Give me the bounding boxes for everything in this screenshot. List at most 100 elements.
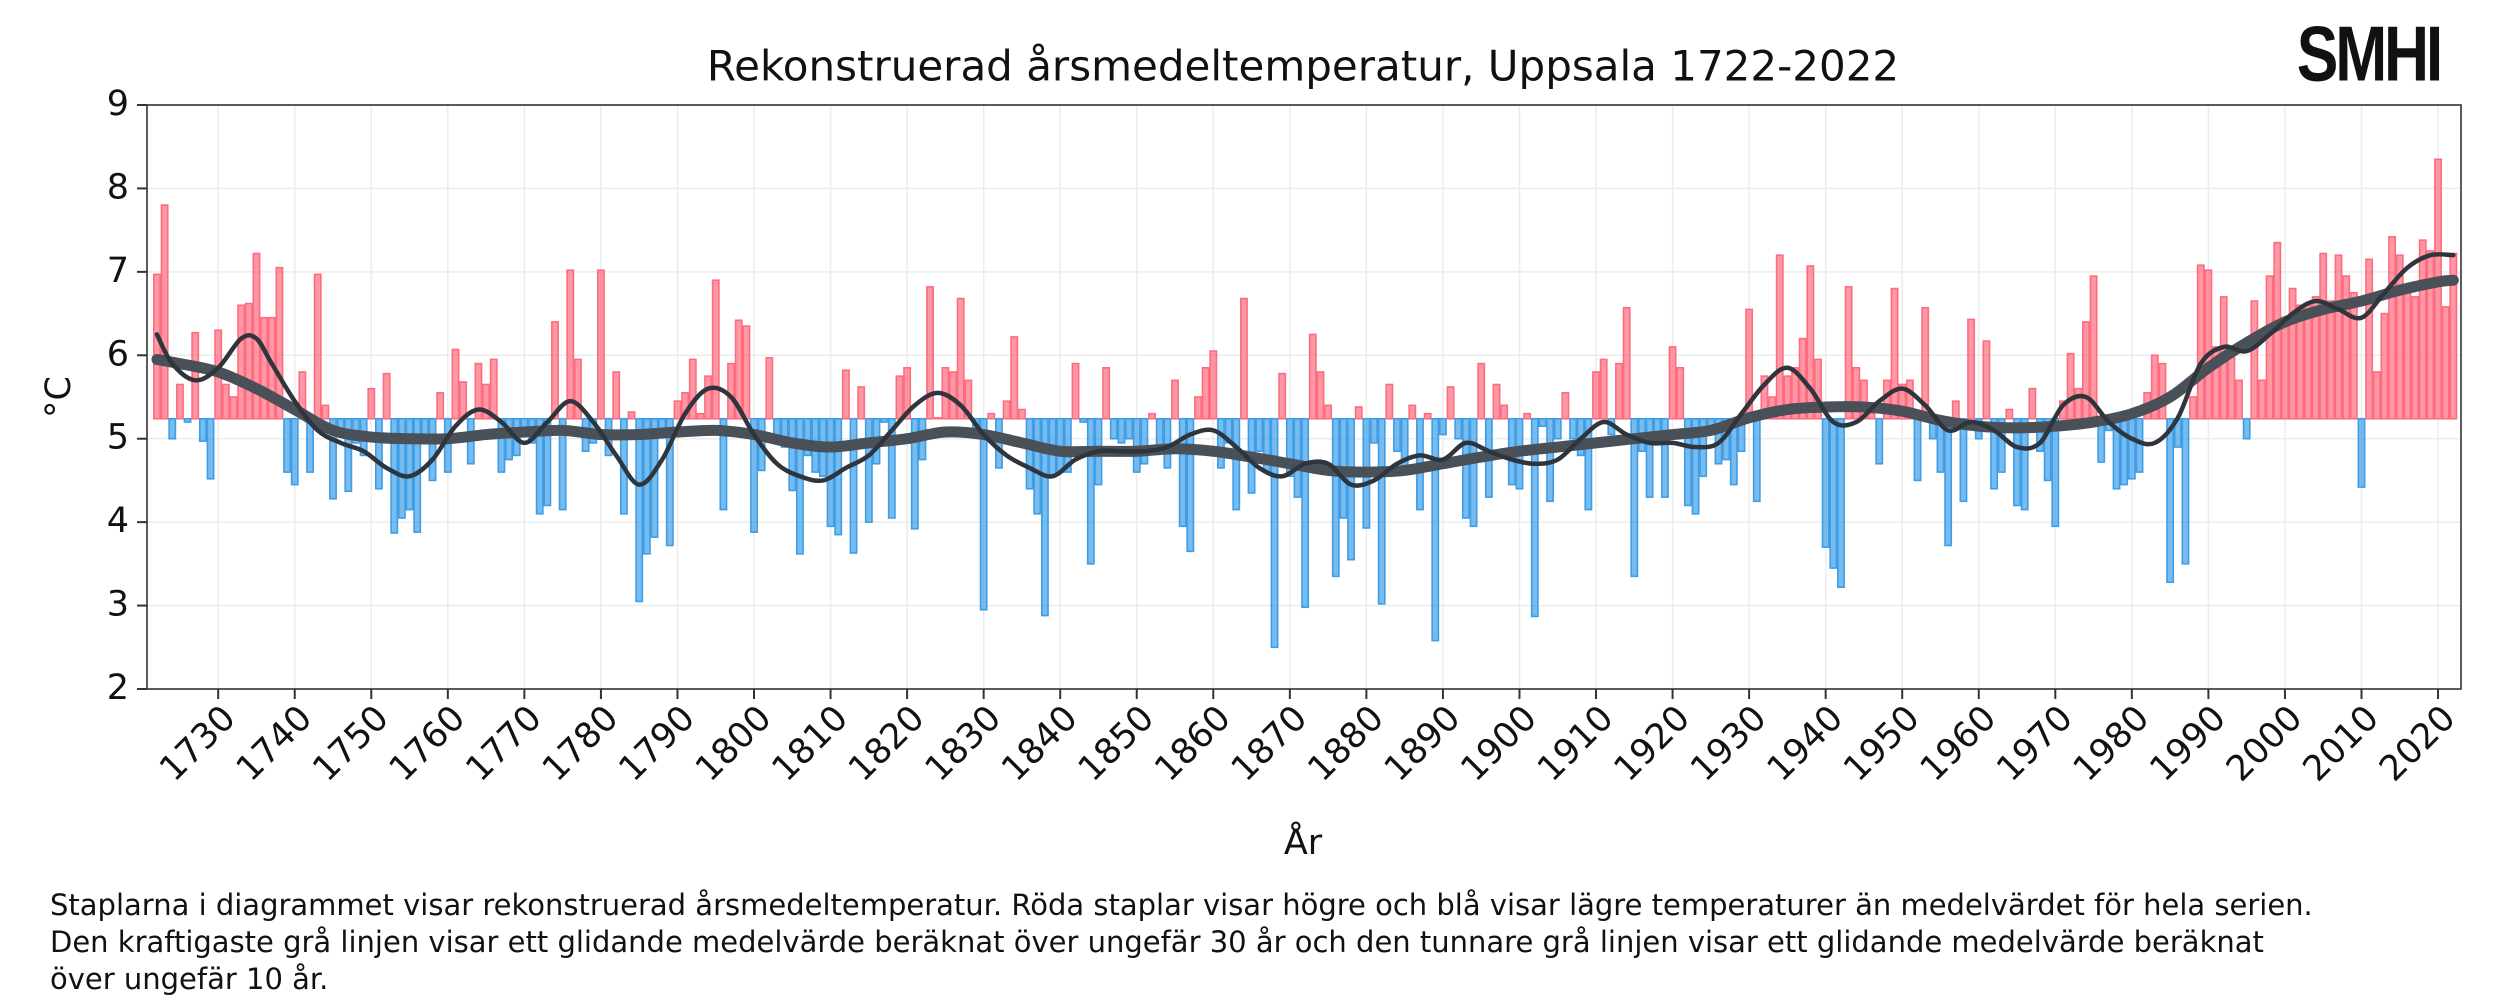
bar — [1622, 306, 1631, 420]
bar — [1660, 417, 1669, 498]
bar — [1017, 408, 1026, 420]
bar — [612, 371, 621, 420]
bar — [1538, 417, 1547, 428]
bar — [2212, 346, 2220, 420]
bar — [1331, 417, 1340, 578]
bar — [1324, 404, 1333, 420]
bar — [1837, 417, 1845, 589]
bar — [2120, 417, 2129, 486]
bar — [2043, 417, 2052, 482]
x-tick-label: 2010 — [2296, 698, 2387, 789]
bar — [1752, 417, 1761, 503]
bar — [987, 412, 996, 420]
bar — [750, 417, 758, 533]
x-tick-label: 1980 — [2066, 698, 2157, 789]
y-tick-label: 3 — [107, 585, 129, 625]
x-tick-label: 1900 — [1454, 698, 1545, 789]
bar — [2181, 417, 2190, 565]
bar — [1377, 417, 1386, 605]
x-tick-label: 1750 — [305, 698, 396, 789]
bar — [1393, 417, 1401, 453]
bar — [1278, 372, 1287, 420]
bar — [1599, 358, 1608, 420]
y-tick-label: 4 — [107, 501, 129, 541]
x-tick-label: 1740 — [229, 698, 320, 789]
bar — [2349, 291, 2358, 420]
bar — [642, 417, 651, 555]
x-tick-label: 1960 — [1913, 698, 2004, 789]
bar — [765, 356, 774, 420]
bar — [321, 404, 330, 420]
bar — [857, 386, 866, 420]
bar — [497, 417, 506, 473]
bar — [1002, 400, 1011, 420]
bar — [1523, 412, 1532, 420]
bar — [2319, 252, 2328, 420]
bar — [1025, 417, 1034, 490]
bar — [956, 297, 965, 420]
bar — [2081, 321, 2090, 420]
moving-average-line — [151, 274, 2459, 478]
bar — [1944, 417, 1953, 547]
bar — [1890, 287, 1899, 420]
bar — [1630, 417, 1639, 578]
bar — [543, 417, 552, 507]
bar — [1040, 417, 1049, 617]
bar — [1255, 417, 1264, 453]
bar — [2005, 408, 2014, 420]
y-tick-label: 5 — [107, 418, 129, 458]
bar — [428, 417, 437, 482]
bar — [1293, 417, 1302, 498]
bar — [1477, 362, 1486, 420]
bar — [1829, 417, 1838, 569]
bar — [1209, 350, 1218, 420]
bar — [1194, 396, 1202, 420]
logo: SMHI — [2297, 10, 2440, 97]
bar — [1806, 265, 1815, 420]
bar — [596, 269, 605, 420]
bar — [275, 266, 284, 420]
bar — [1423, 412, 1432, 420]
bar — [443, 417, 452, 473]
bar — [1308, 333, 1317, 420]
x-tick-label: 1730 — [152, 698, 243, 789]
bar — [849, 417, 858, 554]
bar — [1071, 362, 1080, 420]
bar — [229, 396, 238, 420]
bar — [2403, 287, 2412, 420]
bar — [1615, 362, 1623, 420]
bar — [2204, 269, 2213, 420]
bar — [1408, 404, 1417, 420]
bar — [175, 383, 184, 420]
x-tick-label: 1760 — [382, 698, 473, 789]
bar — [2265, 275, 2274, 420]
bar — [1561, 392, 1570, 420]
bar — [2242, 417, 2251, 440]
bar — [635, 417, 644, 603]
bar — [2395, 254, 2404, 420]
bar — [183, 417, 192, 423]
bar — [290, 417, 299, 486]
bar — [1492, 383, 1501, 420]
bar — [367, 387, 376, 420]
bar — [2051, 417, 2060, 528]
bar — [2028, 387, 2037, 420]
y-tick-label: 7 — [107, 251, 129, 291]
x-axis-label: År — [1284, 820, 1323, 863]
bar — [665, 417, 674, 547]
bar — [2388, 236, 2397, 420]
bar — [1905, 379, 1914, 420]
bar — [1132, 417, 1141, 473]
bar — [1301, 417, 1310, 609]
bar — [2227, 350, 2236, 420]
bar — [1959, 417, 1968, 503]
bar — [719, 417, 728, 511]
bar — [826, 417, 835, 528]
bar — [2196, 264, 2205, 420]
bar — [2074, 387, 2083, 420]
chart-title: Rekonstruerad årsmedeltemperatur, Uppsal… — [707, 42, 1899, 91]
bar — [382, 372, 391, 420]
x-tick-label: 1990 — [2143, 698, 2234, 789]
moving-average-line — [154, 252, 2456, 488]
